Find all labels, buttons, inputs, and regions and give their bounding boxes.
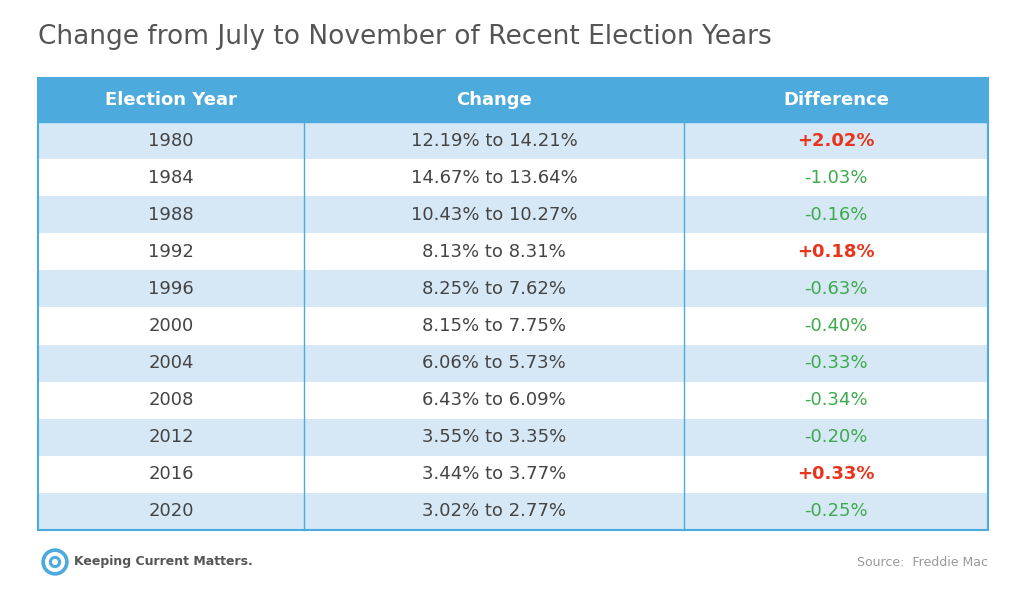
Bar bbox=[38, 381, 304, 418]
Bar bbox=[38, 307, 304, 344]
Bar bbox=[684, 270, 988, 307]
Text: 8.25% to 7.62%: 8.25% to 7.62% bbox=[422, 280, 566, 298]
Bar bbox=[304, 493, 684, 530]
Circle shape bbox=[49, 556, 60, 568]
Text: +0.18%: +0.18% bbox=[798, 243, 874, 261]
Bar bbox=[38, 270, 304, 307]
Text: 3.55% to 3.35%: 3.55% to 3.35% bbox=[422, 428, 566, 447]
Text: -0.25%: -0.25% bbox=[804, 503, 867, 521]
Text: Change: Change bbox=[456, 91, 531, 109]
Circle shape bbox=[52, 559, 57, 564]
Text: 3.44% to 3.77%: 3.44% to 3.77% bbox=[422, 466, 566, 484]
Bar bbox=[38, 196, 304, 233]
Text: 2004: 2004 bbox=[148, 354, 194, 372]
Bar bbox=[304, 456, 684, 493]
Bar bbox=[38, 233, 304, 270]
Bar bbox=[684, 122, 988, 159]
Bar bbox=[38, 418, 304, 456]
Text: 3.02% to 2.77%: 3.02% to 2.77% bbox=[422, 503, 566, 521]
Text: 1996: 1996 bbox=[148, 280, 194, 298]
Bar bbox=[38, 78, 988, 530]
Text: 1984: 1984 bbox=[148, 168, 194, 187]
Text: -0.20%: -0.20% bbox=[804, 428, 867, 447]
Text: 2000: 2000 bbox=[148, 317, 194, 335]
Bar bbox=[304, 78, 684, 122]
Bar bbox=[38, 159, 304, 196]
Text: 6.43% to 6.09%: 6.43% to 6.09% bbox=[422, 391, 566, 409]
Bar bbox=[684, 159, 988, 196]
Text: 6.06% to 5.73%: 6.06% to 5.73% bbox=[422, 354, 566, 372]
Bar bbox=[38, 344, 304, 381]
Text: -0.16%: -0.16% bbox=[804, 206, 867, 224]
Bar bbox=[304, 159, 684, 196]
Bar bbox=[304, 307, 684, 344]
Text: 2008: 2008 bbox=[148, 391, 194, 409]
Text: 2020: 2020 bbox=[148, 503, 194, 521]
Text: -1.03%: -1.03% bbox=[804, 168, 867, 187]
Bar bbox=[684, 418, 988, 456]
Text: 1992: 1992 bbox=[148, 243, 194, 261]
Bar bbox=[684, 78, 988, 122]
Text: 8.15% to 7.75%: 8.15% to 7.75% bbox=[422, 317, 566, 335]
Bar bbox=[38, 493, 304, 530]
Text: -0.33%: -0.33% bbox=[804, 354, 867, 372]
Bar bbox=[38, 78, 304, 122]
Text: 2016: 2016 bbox=[148, 466, 194, 484]
Bar bbox=[684, 233, 988, 270]
Text: 14.67% to 13.64%: 14.67% to 13.64% bbox=[411, 168, 578, 187]
Bar bbox=[684, 493, 988, 530]
Circle shape bbox=[42, 549, 68, 575]
Text: +2.02%: +2.02% bbox=[798, 131, 874, 149]
Text: 10.43% to 10.27%: 10.43% to 10.27% bbox=[411, 206, 578, 224]
Text: 1980: 1980 bbox=[148, 131, 194, 149]
Bar bbox=[684, 196, 988, 233]
Bar bbox=[304, 344, 684, 381]
Text: 1988: 1988 bbox=[148, 206, 194, 224]
Text: Election Year: Election Year bbox=[105, 91, 237, 109]
Text: +0.33%: +0.33% bbox=[798, 466, 874, 484]
Bar bbox=[304, 381, 684, 418]
Text: 2012: 2012 bbox=[148, 428, 194, 447]
Bar bbox=[304, 418, 684, 456]
Text: 12.19% to 14.21%: 12.19% to 14.21% bbox=[411, 131, 578, 149]
Text: Keeping Current Matters.: Keeping Current Matters. bbox=[74, 555, 253, 568]
Text: -0.40%: -0.40% bbox=[804, 317, 867, 335]
Text: Change from July to November of Recent Election Years: Change from July to November of Recent E… bbox=[38, 24, 772, 50]
Bar bbox=[304, 196, 684, 233]
Bar bbox=[304, 270, 684, 307]
Bar bbox=[38, 122, 304, 159]
Bar bbox=[304, 122, 684, 159]
Bar bbox=[684, 456, 988, 493]
Bar bbox=[684, 307, 988, 344]
Text: -0.63%: -0.63% bbox=[804, 280, 867, 298]
Text: -0.34%: -0.34% bbox=[804, 391, 867, 409]
Bar bbox=[38, 456, 304, 493]
Text: 8.13% to 8.31%: 8.13% to 8.31% bbox=[422, 243, 566, 261]
Bar bbox=[304, 233, 684, 270]
Bar bbox=[684, 344, 988, 381]
Text: Source:  Freddie Mac: Source: Freddie Mac bbox=[857, 555, 988, 568]
Circle shape bbox=[46, 553, 65, 571]
Bar bbox=[684, 381, 988, 418]
Text: Difference: Difference bbox=[783, 91, 889, 109]
